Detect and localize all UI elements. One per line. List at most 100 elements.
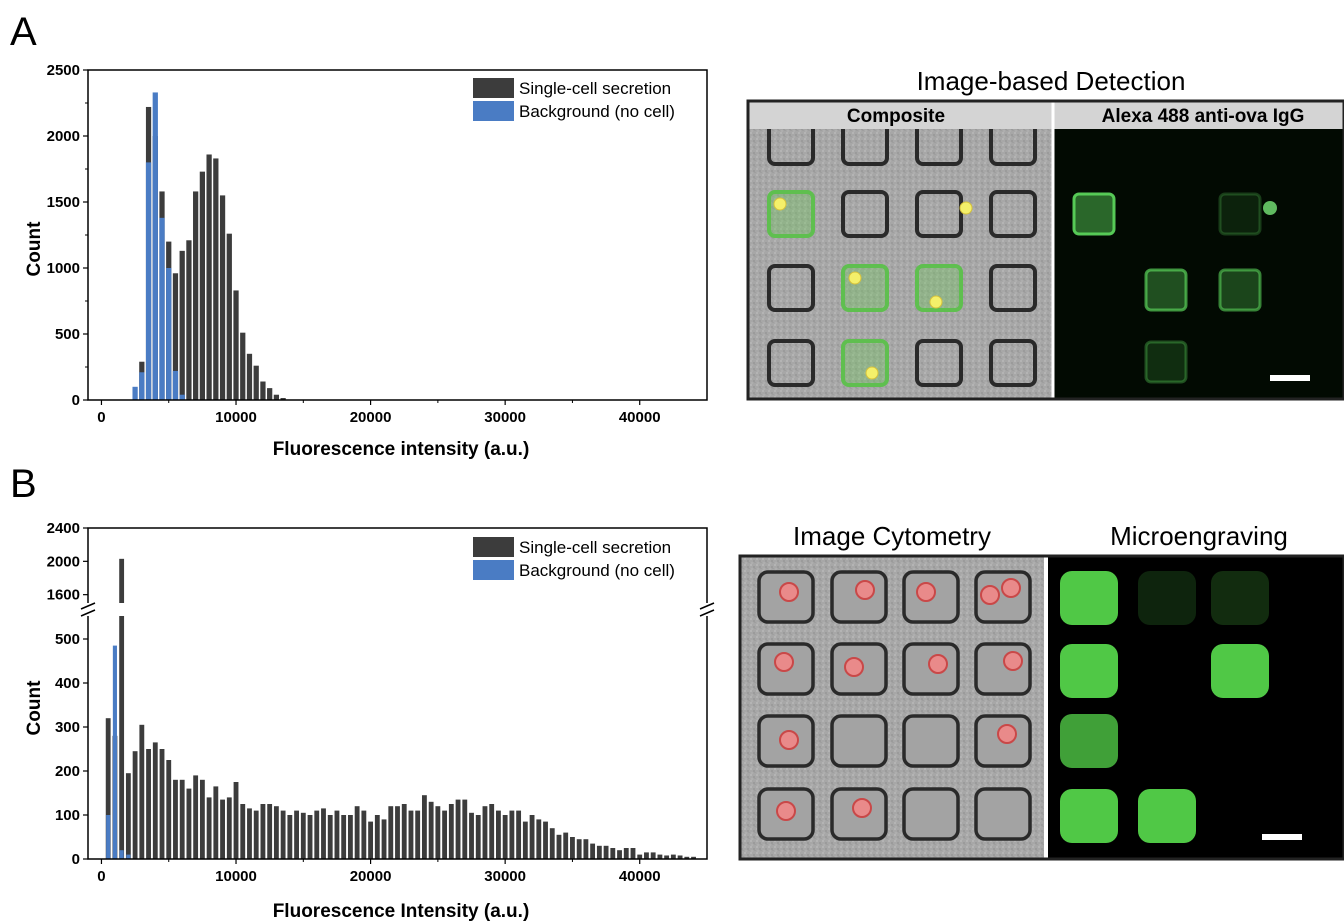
microwell xyxy=(915,190,963,238)
x-tick-label: 20000 xyxy=(350,868,392,885)
legend-swatch-secretion xyxy=(473,537,514,557)
microwell xyxy=(915,264,963,312)
bar-background-4000 xyxy=(152,92,158,400)
bar-secretion-38500 xyxy=(617,850,622,859)
bar-background-3500 xyxy=(145,162,152,400)
bar-background-2000 xyxy=(126,854,131,859)
microengraving-spot xyxy=(1138,571,1196,625)
bar-secretion-15000 xyxy=(300,812,306,859)
bar-secretion-6500 xyxy=(186,240,192,400)
bar-secretion-36000 xyxy=(583,839,589,859)
x-tick-label: 40000 xyxy=(619,868,661,885)
stained-cell xyxy=(844,657,864,677)
bar-secretion-37500 xyxy=(603,845,609,859)
microwell xyxy=(841,264,889,312)
bar-secretion-7000 xyxy=(193,191,199,400)
bar-secretion-500 xyxy=(105,718,111,859)
bar-background-5000 xyxy=(166,268,172,400)
microwell xyxy=(989,339,1037,387)
x-tick-label: 40000 xyxy=(619,409,661,426)
x-tick-label: 10000 xyxy=(215,868,257,885)
chart-a-y-ticks: 0 500 1000 1500 2000 2500 xyxy=(47,62,88,409)
bar-secretion-7500 xyxy=(199,779,205,859)
bar-secretion-9000 xyxy=(220,799,225,859)
stained-cell xyxy=(980,585,1000,605)
bar-secretion-6000 xyxy=(179,250,185,400)
bar-secretion-34500 xyxy=(563,832,569,859)
bar-background-4500 xyxy=(159,217,165,400)
fluorescent-well xyxy=(1072,192,1116,236)
bar-secretion-11000 xyxy=(247,808,252,859)
image-cytometry-panel xyxy=(740,556,1046,859)
chart-b-y-axis-title: Count xyxy=(24,680,45,736)
bar-secretion-41500 xyxy=(657,854,663,859)
bar-secretion-6000 xyxy=(179,779,185,859)
bar-secretion-23500 xyxy=(415,810,421,859)
bar-secretion-42000 xyxy=(664,855,670,859)
fluorescence-wells xyxy=(1072,192,1277,384)
bar-secretion-38000 xyxy=(610,848,616,859)
bar-secretion-3000 xyxy=(139,724,145,859)
y-tick-label: 1600 xyxy=(47,587,80,604)
chart-a-background-bars xyxy=(132,92,185,400)
composite-brightfield xyxy=(748,101,1053,399)
stained-cell xyxy=(1001,578,1021,598)
microwell xyxy=(902,714,960,768)
y-tick-label: 0 xyxy=(72,851,80,868)
bar-background-6000 xyxy=(179,394,185,400)
chart-b-x-axis-title: Fluorescence Intensity (a.u.) xyxy=(273,901,530,922)
bar-secretion-19500 xyxy=(361,810,367,859)
bar-secretion-42500 xyxy=(670,854,676,859)
bar-secretion-10500 xyxy=(240,804,246,859)
legend-swatch-background xyxy=(473,560,514,580)
microwell xyxy=(767,264,815,312)
bar-secretion-1500-upper xyxy=(119,558,125,605)
stained-cell xyxy=(779,730,799,750)
stained-cell xyxy=(1003,651,1023,671)
microengraving-title: Microengraving xyxy=(1110,521,1288,551)
bar-secretion-43500 xyxy=(684,856,690,859)
microwell xyxy=(989,264,1037,312)
y-tick-label: 0 xyxy=(72,392,80,409)
chart-b-axis-break-marks xyxy=(80,602,715,617)
bar-secretion-2000 xyxy=(125,773,131,859)
microwell xyxy=(830,714,888,768)
bar-secretion-19000 xyxy=(354,806,360,859)
x-tick-label: 20000 xyxy=(350,409,392,426)
bar-secretion-44000 xyxy=(691,856,696,859)
bar-secretion-8000 xyxy=(206,797,212,859)
bar-secretion-29500 xyxy=(496,810,501,859)
y-tick-label: 2500 xyxy=(47,62,80,79)
bar-secretion-26500 xyxy=(455,799,461,859)
microengraving-spot xyxy=(1211,571,1269,625)
cell-marker xyxy=(959,201,973,215)
bar-secretion-21500 xyxy=(388,806,394,859)
x-tick-label: 30000 xyxy=(484,868,526,885)
composite-label: Composite xyxy=(847,106,945,127)
microengraving-spot xyxy=(1060,644,1118,698)
legend-label-background: Background (no cell) xyxy=(519,102,675,121)
bar-secretion-31000 xyxy=(516,810,522,859)
bar-secretion-32500 xyxy=(536,819,542,859)
bar-secretion-32000 xyxy=(529,815,535,859)
bar-secretion-30500 xyxy=(509,810,515,859)
bar-secretion-17500 xyxy=(334,810,340,859)
bar-secretion-13000 xyxy=(273,806,279,859)
bar-secretion-7000 xyxy=(193,775,199,859)
bar-secretion-10500 xyxy=(240,332,246,400)
y-tick-label: 1000 xyxy=(47,260,80,277)
image-b-border xyxy=(738,554,1344,861)
bar-background-500 xyxy=(106,815,111,859)
fluorescent-well xyxy=(1218,192,1262,236)
bar-secretion-20500 xyxy=(374,815,380,859)
chart-a-legend: Single-cell secretion Background (no cel… xyxy=(473,78,675,121)
image-a-composite-panel: Composite xyxy=(748,101,1053,399)
legend-swatch-background xyxy=(473,101,514,121)
bar-secretion-33500 xyxy=(549,828,555,859)
microwell xyxy=(767,190,815,238)
stained-cell xyxy=(774,652,794,672)
bar-secretion-37000 xyxy=(596,845,602,859)
chart-a-histogram: 0 10000 20000 30000 40000 0 500 1000 1500 2000 25… xyxy=(24,62,708,460)
y-tick-label: 500 xyxy=(55,326,80,343)
